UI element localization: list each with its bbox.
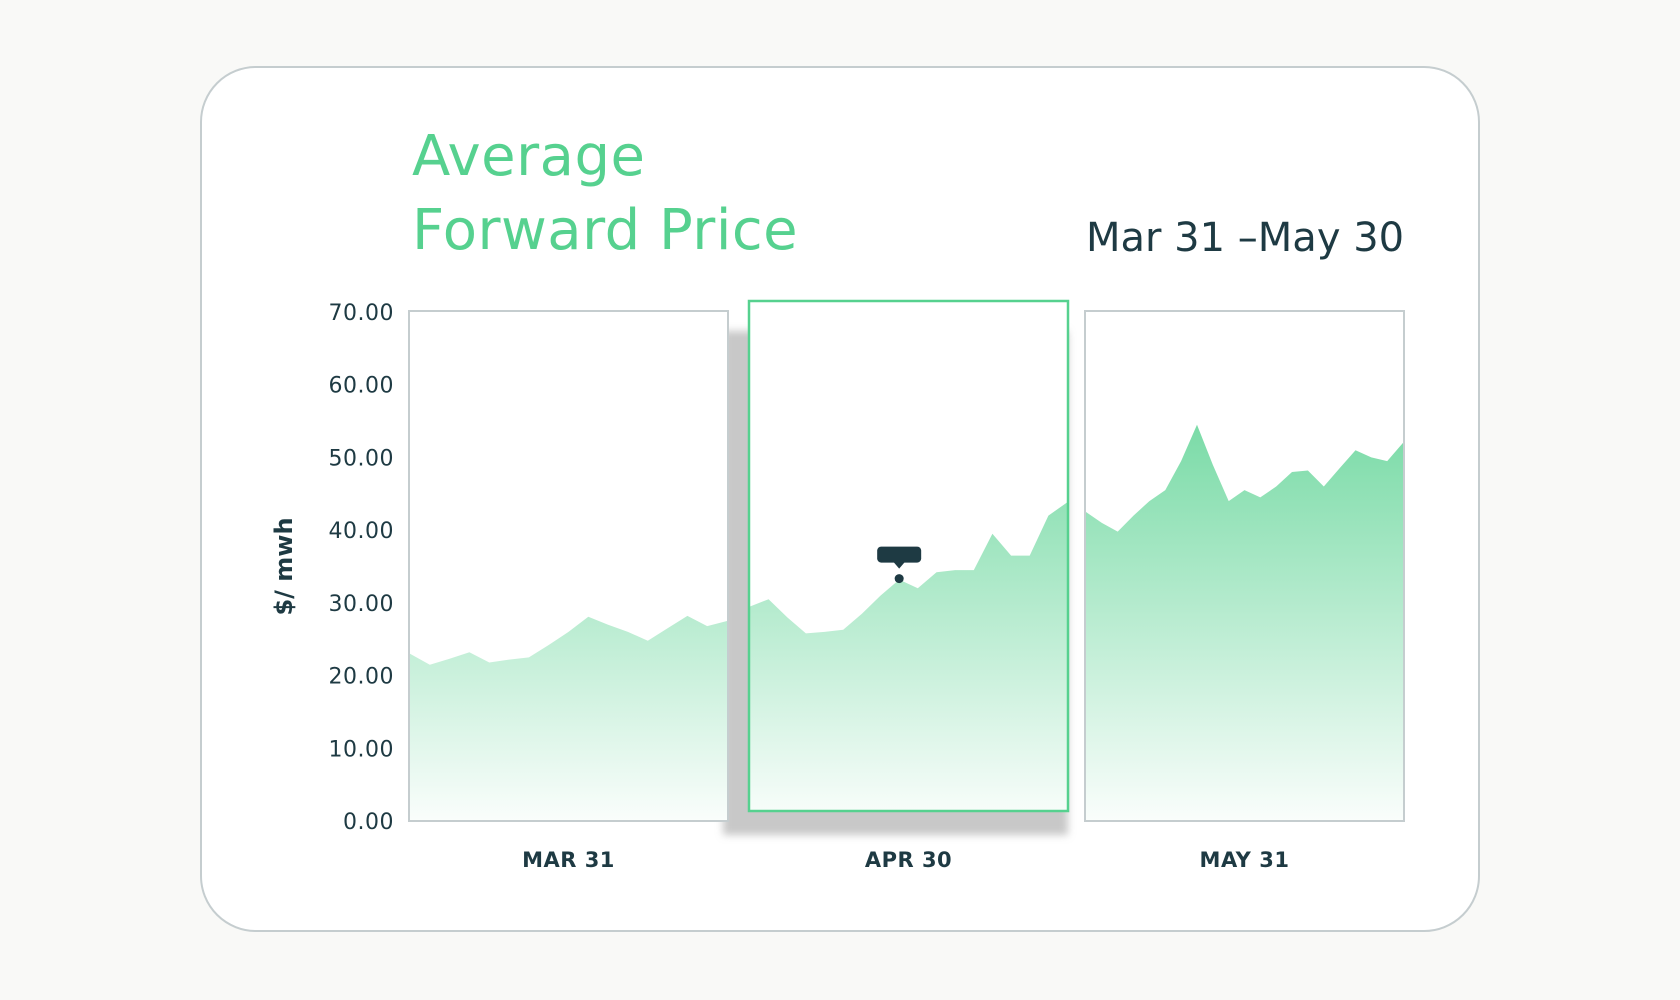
date-range-label: Mar 31 –May 30 (1086, 215, 1405, 261)
chart-title: Average Forward Price (412, 120, 798, 268)
data-point (894, 574, 904, 584)
y-tick-label: 0.00 (343, 810, 394, 835)
panel-border (1084, 310, 1405, 822)
y-tick-label: 50.00 (329, 446, 394, 471)
area-series (1086, 424, 1403, 821)
y-tick-label: 30.00 (329, 592, 394, 617)
area-series (410, 615, 727, 821)
y-tick-label: 10.00 (329, 737, 394, 762)
y-tick-label: 20.00 (329, 665, 394, 690)
y-tick-label: 70.00 (329, 301, 394, 326)
chart-title-line-1: Average (412, 124, 646, 189)
chart-title-line-2: Forward Price (412, 198, 799, 263)
panel-border (747, 299, 1070, 813)
y-axis-label: $/ mwh (270, 517, 298, 615)
y-tick-label: 40.00 (329, 519, 394, 544)
x-tick-label: APR 30 (865, 848, 952, 872)
x-tick-label: MAY 31 (1200, 848, 1290, 872)
panel-border (408, 310, 729, 822)
x-tick-label: MAR 31 (522, 848, 615, 872)
tooltip-pointer (893, 561, 906, 569)
tooltip-marker (877, 546, 922, 584)
panel-mar-31: MAR 31 (408, 310, 729, 872)
y-tick-label: 60.00 (329, 374, 394, 399)
panel-may-31: MAY 31 (1084, 310, 1405, 872)
panel-apr-30: APR 30 (747, 299, 1070, 872)
area-series (750, 502, 1067, 821)
y-axis-ticks: 70.00 60.00 50.00 40.00 30.00 20.00 10.00 0.00 (329, 301, 394, 835)
tooltip-bubble (877, 546, 922, 563)
